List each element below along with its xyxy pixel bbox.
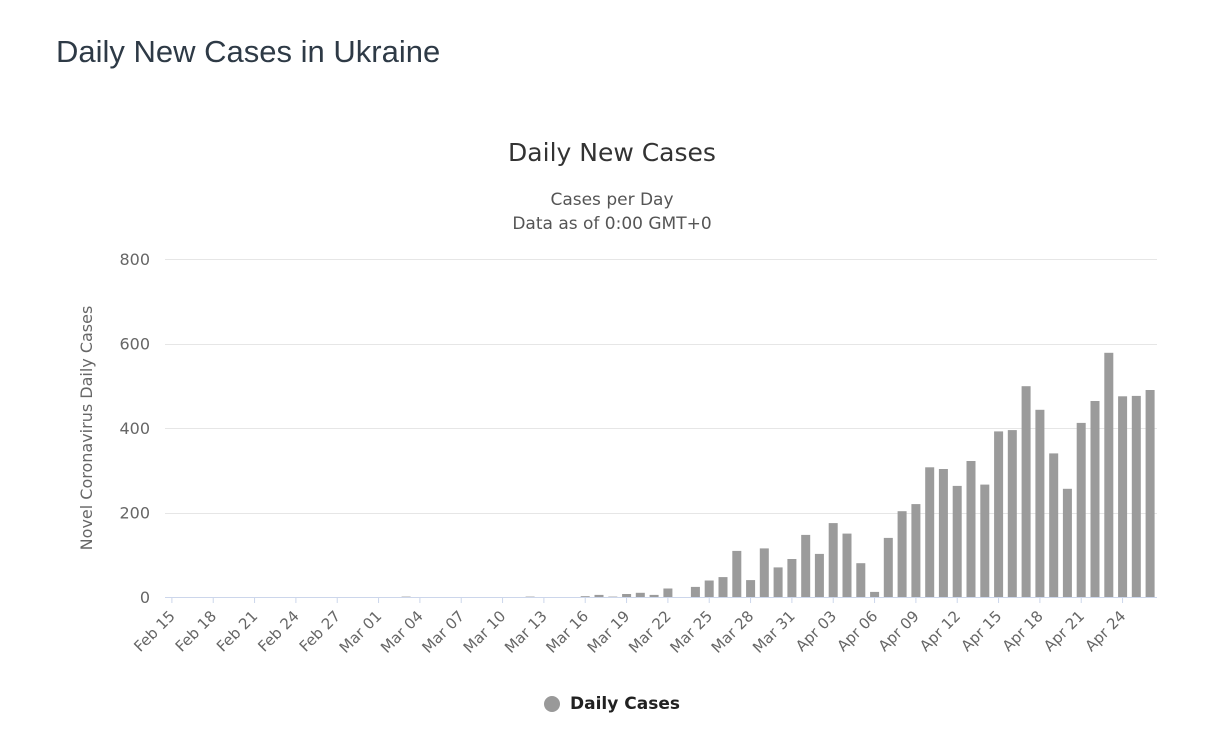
x-axis-label: Apr 12 xyxy=(916,607,964,655)
bar-apr-17[interactable] xyxy=(1021,386,1031,597)
bar-apr-14[interactable] xyxy=(980,484,990,597)
bar-apr-15[interactable] xyxy=(994,431,1004,597)
bar-apr-08[interactable] xyxy=(897,511,907,597)
chart-legend: Daily Cases xyxy=(9,694,1206,716)
bar-apr-01[interactable] xyxy=(801,534,811,597)
bar-apr-22[interactable] xyxy=(1090,401,1100,597)
y-axis-label: 200 xyxy=(119,504,150,523)
x-axis-label: Mar 28 xyxy=(708,607,758,657)
bar-apr-11[interactable] xyxy=(938,469,948,597)
x-axis-label: Feb 15 xyxy=(130,607,178,655)
bar-apr-24[interactable] xyxy=(1118,396,1128,597)
page-title: Daily New Cases in Ukraine xyxy=(56,34,441,69)
x-axis-label: Mar 01 xyxy=(336,607,386,657)
x-axis-label: Apr 06 xyxy=(833,607,881,655)
bar-mar-31[interactable] xyxy=(787,559,797,597)
bar-mar-29[interactable] xyxy=(759,548,769,597)
bar-mar-21[interactable] xyxy=(649,594,659,597)
bar-apr-23[interactable] xyxy=(1104,352,1114,597)
legend-label: Daily Cases xyxy=(570,694,680,714)
bar-apr-07[interactable] xyxy=(883,537,893,597)
bar-mar-30[interactable] xyxy=(773,567,783,597)
bar-mar-27[interactable] xyxy=(732,550,742,597)
bar-mar-26[interactable] xyxy=(718,577,728,597)
y-axis-label: 600 xyxy=(119,335,150,354)
x-axis-label: Mar 25 xyxy=(666,607,716,657)
legend-item-daily-cases[interactable]: Daily Cases xyxy=(544,694,680,714)
x-axis-label: Apr 18 xyxy=(999,607,1047,655)
x-axis-label: Mar 16 xyxy=(542,607,592,657)
bar-mar-19[interactable] xyxy=(622,594,632,597)
chart-subtitle-line1: Cases per Day xyxy=(550,190,674,210)
x-axis-label: Apr 03 xyxy=(792,607,840,655)
x-axis-label: Mar 22 xyxy=(625,607,675,657)
bar-mar-16[interactable] xyxy=(580,596,590,597)
bar-apr-18[interactable] xyxy=(1035,409,1045,597)
bar-mar-28[interactable] xyxy=(746,580,756,597)
bar-apr-21[interactable] xyxy=(1076,422,1086,597)
x-axis-label: Apr 24 xyxy=(1081,607,1129,655)
chart-subtitle-line2: Data as of 0:00 GMT+0 xyxy=(512,214,712,234)
bar-apr-02[interactable] xyxy=(814,553,824,597)
y-axis-title: Novel Coronavirus Daily Cases xyxy=(77,306,96,551)
bar-apr-26[interactable] xyxy=(1145,390,1155,597)
bar-apr-04[interactable] xyxy=(842,533,852,597)
chart-title: Daily New Cases xyxy=(508,138,716,167)
bar-apr-16[interactable] xyxy=(1007,430,1017,597)
bar-apr-10[interactable] xyxy=(925,467,935,597)
bar-apr-25[interactable] xyxy=(1131,395,1141,597)
x-axis-label: Feb 24 xyxy=(254,607,302,655)
x-axis-label: Feb 21 xyxy=(213,607,261,655)
x-axis-label: Mar 31 xyxy=(749,607,799,657)
x-axis-label: Feb 18 xyxy=(172,607,220,655)
bar-apr-06[interactable] xyxy=(870,591,880,597)
bar-apr-19[interactable] xyxy=(1049,453,1059,598)
bar-apr-12[interactable] xyxy=(952,485,962,597)
bar-apr-20[interactable] xyxy=(1062,488,1072,597)
legend-marker-circle-icon xyxy=(544,696,561,712)
x-axis-label: Feb 27 xyxy=(296,607,344,655)
x-axis-label: Apr 15 xyxy=(957,607,1005,655)
x-axis-label: Apr 09 xyxy=(875,607,923,655)
x-axis-label: Apr 21 xyxy=(1040,607,1088,655)
y-axis-label: 0 xyxy=(140,588,150,607)
bar-mar-24[interactable] xyxy=(690,586,700,597)
y-axis-label: 400 xyxy=(119,419,150,438)
bar-mar-20[interactable] xyxy=(635,592,645,597)
x-axis-label: Mar 10 xyxy=(460,607,510,657)
x-axis-label: Mar 04 xyxy=(377,607,427,657)
x-axis-label: Mar 07 xyxy=(418,607,468,657)
bar-mar-17[interactable] xyxy=(594,594,604,597)
bar-apr-13[interactable] xyxy=(966,461,976,597)
bar-apr-05[interactable] xyxy=(856,563,866,597)
bar-apr-03[interactable] xyxy=(828,523,838,597)
bar-mar-22[interactable] xyxy=(663,588,673,598)
bar-apr-09[interactable] xyxy=(911,504,921,598)
y-axis-label: 800 xyxy=(119,250,150,269)
x-axis-label: Mar 19 xyxy=(584,607,634,657)
x-axis-label: Mar 13 xyxy=(501,607,551,657)
bar-mar-25[interactable] xyxy=(704,580,714,598)
